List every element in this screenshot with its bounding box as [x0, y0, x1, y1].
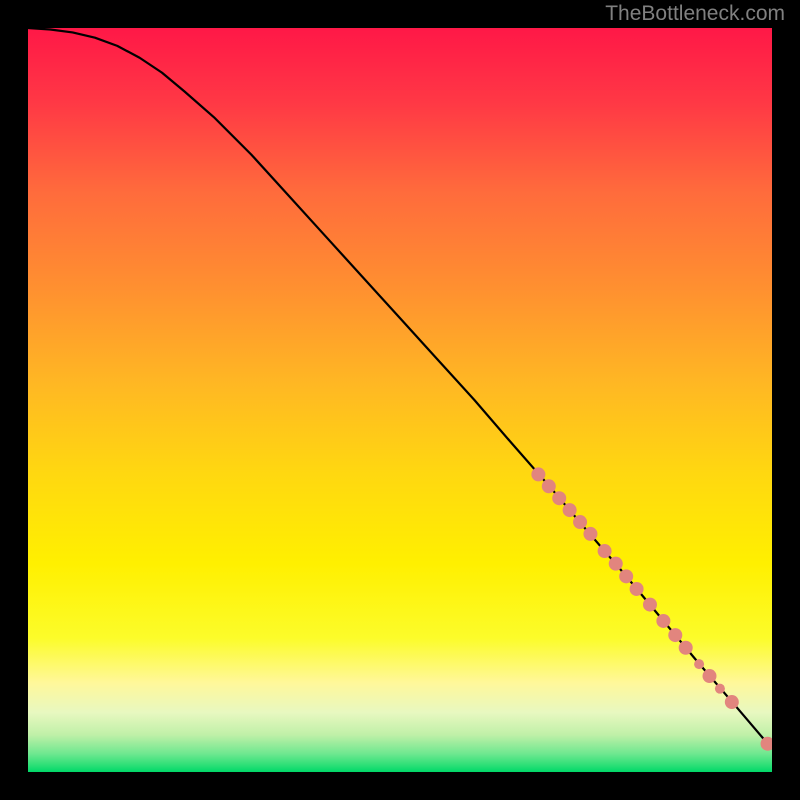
data-marker: [609, 557, 623, 571]
data-marker: [656, 614, 670, 628]
watermark-text: TheBottleneck.com: [605, 2, 785, 26]
data-marker: [725, 695, 739, 709]
data-marker: [573, 515, 587, 529]
data-marker: [563, 503, 577, 517]
data-marker: [630, 582, 644, 596]
data-marker: [643, 598, 657, 612]
data-marker: [679, 641, 693, 655]
data-marker: [619, 569, 633, 583]
data-marker: [703, 669, 717, 683]
gradient-background: [28, 28, 772, 772]
data-marker: [598, 544, 612, 558]
plot-area: [28, 28, 772, 772]
data-marker: [552, 491, 566, 505]
data-marker: [542, 479, 556, 493]
data-marker: [715, 684, 725, 694]
chart-svg: [28, 28, 772, 772]
chart-container: TheBottleneck.com: [0, 0, 800, 800]
data-marker: [583, 527, 597, 541]
data-marker: [668, 628, 682, 642]
data-marker: [531, 467, 545, 481]
data-marker: [694, 659, 704, 669]
